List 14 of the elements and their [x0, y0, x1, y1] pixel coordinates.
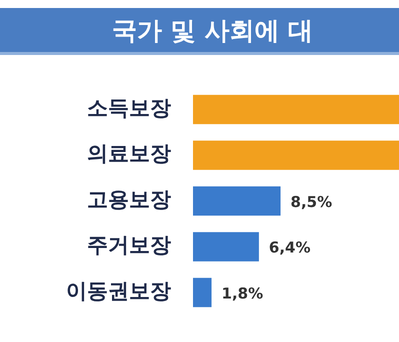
y-tick-label: 소득보장 [87, 96, 171, 120]
bar [193, 94, 399, 124]
data-label: 1,8% [222, 284, 264, 302]
data-label: 8,5% [290, 192, 332, 211]
bar [193, 186, 281, 216]
data-label: 6,4% [268, 238, 311, 257]
chart-title: 국가 및 사회에 대 [112, 15, 314, 47]
y-tick-label: 주거보장 [87, 233, 171, 258]
bar [193, 232, 259, 262]
bar [193, 140, 399, 170]
y-tick-label: 고용보장 [87, 187, 171, 212]
y-tick-label: 이동권보장 [66, 278, 171, 303]
bar [193, 278, 212, 308]
y-tick-label: 의료보장 [87, 142, 171, 166]
